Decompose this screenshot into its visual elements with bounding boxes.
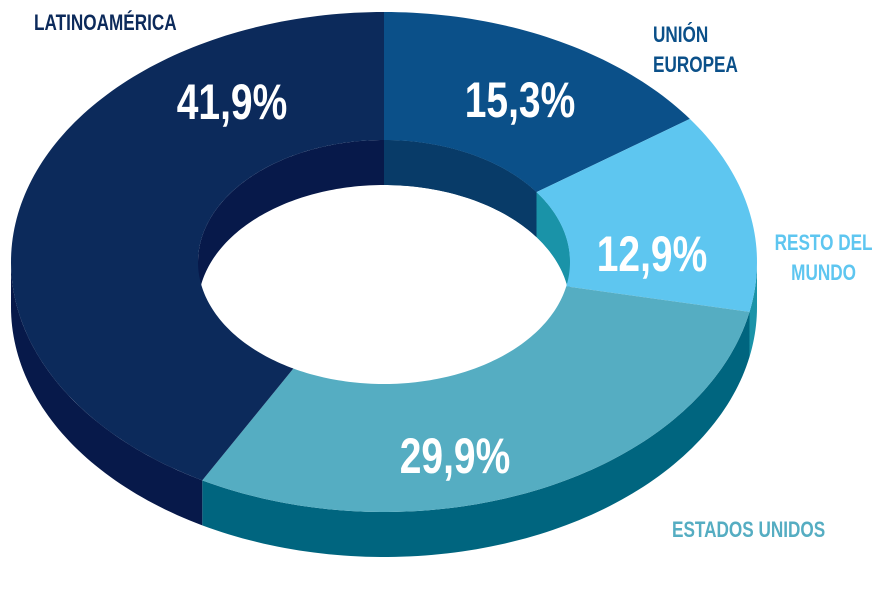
slice-outer-side (202, 311, 750, 557)
slice (11, 12, 384, 481)
slice-inner-side (384, 140, 537, 238)
slice-inner-side (536, 192, 570, 307)
slice-outer-side (11, 262, 203, 526)
slice (536, 118, 757, 312)
category-label: LATINOAMÉRICA (34, 10, 177, 35)
slice-outer-side (749, 262, 757, 357)
category-label: UNIÓN EUROPEA (653, 22, 738, 77)
value-label: 41,9% (177, 73, 288, 130)
slice (384, 12, 690, 193)
slice (202, 286, 750, 512)
category-label: ESTADOS UNIDOS (672, 517, 826, 542)
value-label: 12,9% (597, 225, 708, 282)
slice-inner-side (198, 140, 384, 307)
value-label: 29,9% (400, 427, 511, 484)
category-label: RESTO DEL MUNDO (774, 230, 873, 285)
value-label: 15,3% (465, 71, 576, 128)
